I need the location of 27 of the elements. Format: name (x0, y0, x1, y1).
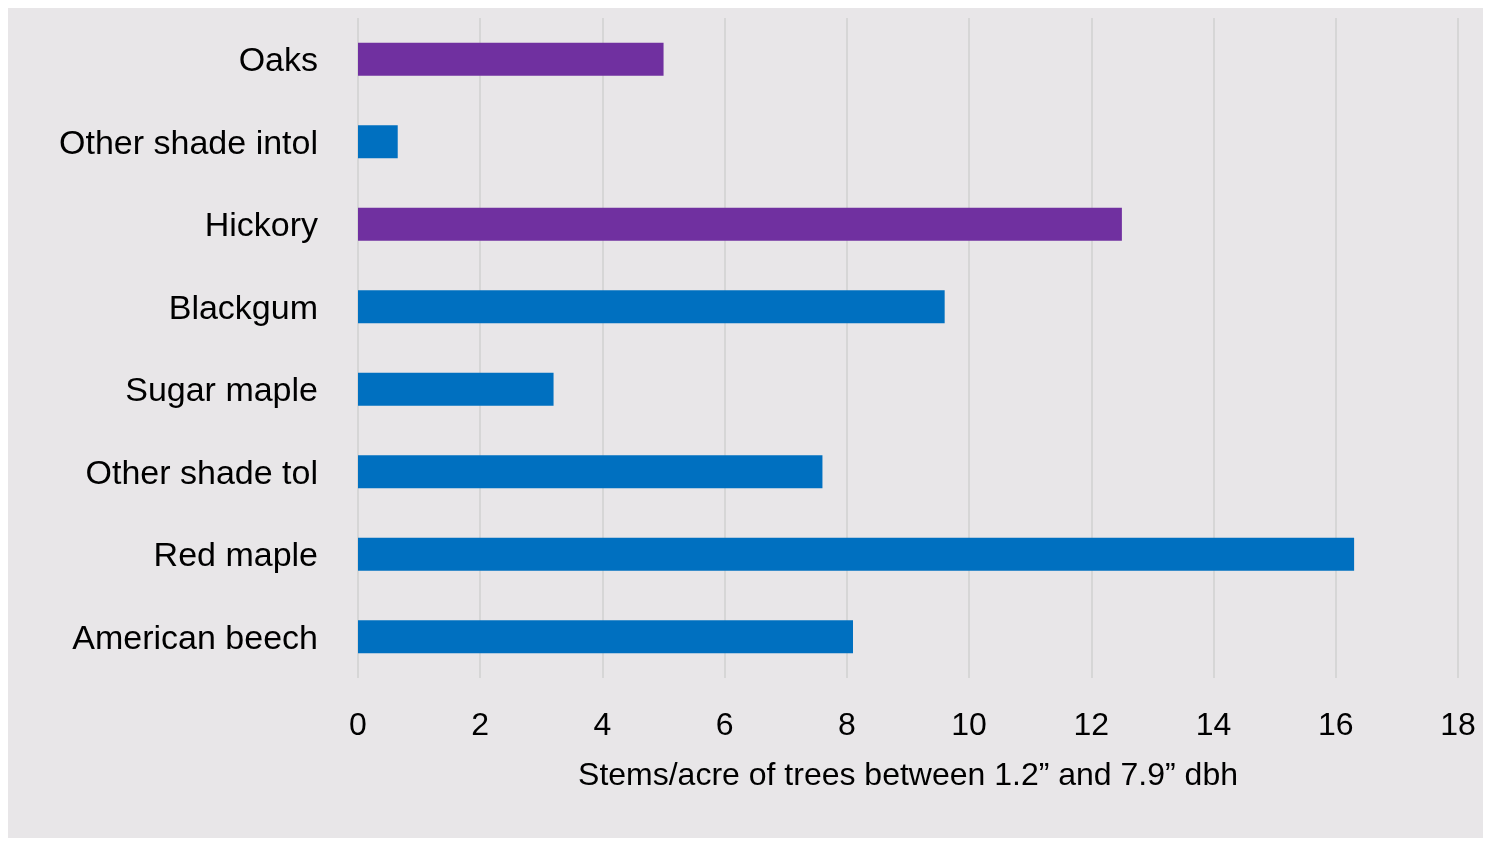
y-tick-label: Sugar maple (125, 370, 318, 409)
x-tick-label: 4 (593, 706, 612, 742)
x-tick-label: 14 (1195, 706, 1232, 742)
bar (358, 290, 945, 324)
x-tick-label: 18 (1440, 706, 1476, 742)
x-tick-label: 0 (349, 706, 367, 742)
y-tick-label: Hickory (204, 205, 318, 244)
bar (358, 42, 664, 76)
x-tick-label: 8 (837, 706, 856, 742)
y-tick-label: American beech (72, 617, 318, 656)
x-tick-label: 2 (471, 706, 490, 742)
bar (358, 372, 554, 406)
x-tick-label: 16 (1317, 706, 1354, 742)
y-tick-label: Other shade tol (85, 452, 318, 491)
x-axis-title: Stems/acre of trees between 1.2” and 7.9” dbh (578, 756, 1238, 792)
x-tick-label: 12 (1073, 706, 1110, 742)
x-tick-label: 6 (715, 706, 734, 742)
y-tick-label: Oaks (238, 40, 318, 79)
y-tick-label: Blackgum (168, 287, 318, 326)
bar (358, 455, 823, 489)
bar (358, 537, 1355, 571)
y-tick-label: Red maple (153, 535, 318, 574)
bar (358, 620, 853, 654)
bar (358, 207, 1122, 241)
y-tick-label: Other shade intol (59, 122, 318, 161)
x-tick-label: 10 (951, 706, 987, 742)
bar (358, 125, 398, 159)
